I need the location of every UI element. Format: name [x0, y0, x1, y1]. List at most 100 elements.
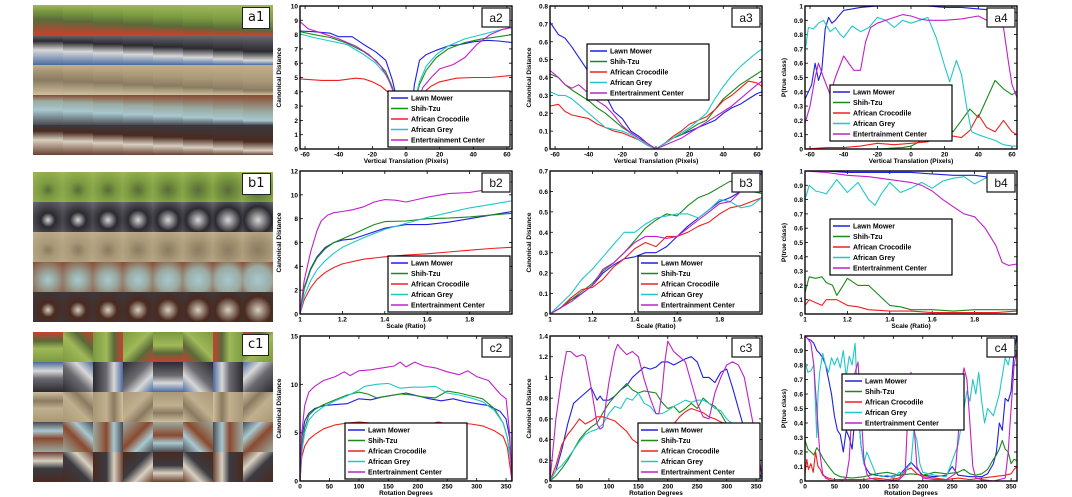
image-thumbnail	[183, 125, 213, 155]
x-tick-label: -20	[873, 152, 883, 159]
image-thumbnail	[153, 362, 183, 392]
image-thumbnail	[33, 172, 63, 202]
x-tick-label: 1.2	[843, 317, 852, 324]
series-line-lawn-mower	[550, 356, 762, 481]
y-tick-label: 1	[799, 4, 803, 11]
series-line-entertrainment-center	[550, 171, 762, 314]
panel-label-c3: c3	[731, 337, 761, 358]
panel-label-a2: a2	[481, 7, 511, 28]
legend-box	[387, 90, 511, 148]
image-thumbnail	[243, 422, 273, 452]
y-tick-label: 0.1	[539, 129, 548, 136]
panel-label-box	[986, 172, 1016, 193]
series-line-entertrainment-center	[550, 340, 762, 481]
panel-label-text: c4	[995, 341, 1008, 355]
x-axis-label: Vertical Translation (Pixels)	[364, 158, 449, 165]
image-thumbnail	[183, 362, 213, 392]
y-tick-label: 6	[294, 61, 298, 68]
y-tick-label: 0.3	[794, 269, 803, 276]
image-thumbnail	[153, 95, 183, 125]
image-thumbnail	[63, 362, 93, 392]
image-thumbnail	[123, 262, 153, 292]
image-thumbnail	[153, 35, 183, 65]
legend-entry: Entertrainment Center	[411, 138, 485, 145]
y-axis-label: P(true class)	[781, 223, 788, 262]
x-tick-label: 100	[858, 484, 869, 491]
x-tick-label: 200	[662, 484, 673, 491]
series-line-lawn-mower	[300, 210, 512, 314]
panel-label-a4: a4	[986, 7, 1016, 28]
y-tick-label: 0.6	[539, 416, 548, 423]
image-thumbnail	[63, 202, 93, 232]
x-tick-label: 1	[803, 317, 807, 324]
image-thumbnail	[213, 172, 243, 202]
image-thumbnail	[243, 362, 273, 392]
image-thumbnail	[63, 172, 93, 202]
legend-entry: Entertrainment Center	[661, 303, 735, 310]
y-tick-label: 0.8	[539, 4, 548, 11]
x-axis-label: Rotation Degrees	[884, 490, 938, 497]
x-tick-label: 1	[548, 317, 552, 324]
image-thumbnail	[213, 125, 243, 155]
image-thumbnail	[243, 452, 273, 482]
x-tick-label: -20	[618, 152, 628, 159]
y-tick-label: 0.3	[794, 104, 803, 111]
x-tick-label: 300	[471, 484, 482, 491]
y-tick-label: 0	[799, 147, 803, 154]
image-montage-translation	[33, 5, 273, 155]
x-tick-label: 20	[941, 152, 949, 159]
series-line-african-crocodile	[550, 197, 762, 314]
x-tick-label: 350	[751, 484, 762, 491]
series-line-african-grey	[300, 382, 512, 481]
image-thumbnail	[33, 392, 63, 422]
x-tick-label: 0	[404, 152, 408, 159]
legend-entry: Shih-Tzu	[411, 271, 441, 278]
legend: Lawn Mower Shih-Tzu African Crocodile Afric…	[387, 90, 511, 148]
x-tick-label: 0	[298, 484, 302, 491]
legend-box	[637, 422, 761, 480]
image-thumbnail	[63, 95, 93, 125]
x-axis-label: Scale (Ratio)	[636, 323, 675, 330]
legend-entry: Lawn Mower	[661, 428, 703, 435]
image-thumbnail	[93, 5, 123, 35]
x-tick-label: -60	[550, 152, 560, 159]
y-tick-label: 0	[544, 312, 548, 319]
image-thumbnail	[33, 262, 63, 292]
x-tick-label: 60	[503, 152, 511, 159]
x-tick-label: 350	[1006, 484, 1017, 491]
y-tick-label: 1.4	[539, 334, 548, 341]
image-thumbnail	[33, 125, 63, 155]
x-tick-label: 300	[721, 484, 732, 491]
series-group	[805, 336, 1017, 481]
y-tick-label: 7	[294, 46, 298, 53]
x-tick-label: 0	[548, 484, 552, 491]
image-thumbnail	[243, 202, 273, 232]
y-tick-label: 0.2	[539, 271, 548, 278]
x-tick-label: 1.8	[465, 317, 474, 324]
series-line-entertrainment-center	[300, 361, 512, 481]
image-thumbnail	[153, 292, 183, 322]
y-tick-label: 0.9	[794, 348, 803, 355]
panel-label-c1: c1	[242, 334, 270, 356]
panel-label-b1: b1	[242, 173, 271, 195]
y-tick-label: 0.7	[539, 169, 548, 176]
image-thumbnail	[123, 125, 153, 155]
y-tick-label: 1	[799, 169, 803, 176]
image-thumbnail	[243, 125, 273, 155]
image-thumbnail	[33, 362, 63, 392]
y-tick-label: 10	[291, 4, 299, 11]
legend-entry: African Crocodile	[661, 449, 719, 456]
x-tick-label: 200	[917, 484, 928, 491]
panel-label-c4: c4	[986, 337, 1016, 358]
image-thumbnail	[213, 95, 243, 125]
x-tick-label: 40	[975, 152, 983, 159]
series-line-entertrainment-center	[805, 336, 1017, 481]
image-thumbnail	[153, 232, 183, 262]
y-tick-label: 0.5	[794, 406, 803, 413]
series-group	[550, 21, 762, 149]
image-thumbnail	[33, 65, 63, 95]
y-tick-label: 0.6	[794, 61, 803, 68]
image-thumbnail	[93, 65, 123, 95]
image-thumbnail	[183, 65, 213, 95]
series-group	[805, 6, 1017, 149]
